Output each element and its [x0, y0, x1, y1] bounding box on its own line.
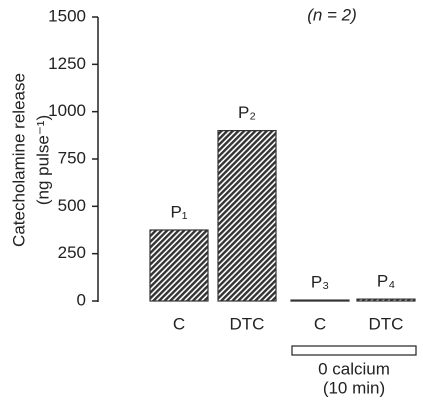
bar	[290, 299, 350, 302]
group-label: (10 min)	[323, 378, 385, 397]
y-tick-label: 250	[58, 243, 86, 262]
bar	[149, 229, 209, 302]
y-axis-label: Catecholamine release	[9, 73, 28, 247]
x-tick-label: C	[314, 314, 326, 333]
y-tick-label: 750	[58, 148, 86, 167]
y-tick-label: 500	[58, 196, 86, 215]
y-tick-label: 1000	[48, 101, 86, 120]
bar-label: P₃	[311, 273, 329, 292]
bar	[356, 298, 416, 302]
group-label: 0 calcium	[318, 359, 390, 378]
group-bracket	[291, 345, 417, 356]
y-axis-label: (ng pulse⁻¹)	[33, 115, 52, 205]
y-tick-label: 1250	[48, 54, 86, 73]
x-tick-label: DTC	[369, 314, 404, 333]
bar-label: P₂	[238, 103, 256, 122]
bar-label: P₁	[170, 202, 187, 221]
x-tick-label: C	[173, 314, 185, 333]
x-tick-label: DTC	[230, 314, 265, 333]
y-tick-label: 0	[77, 290, 86, 309]
y-tick-label: 1500	[48, 6, 86, 25]
annotation: (n = 2)	[307, 5, 357, 24]
bar	[217, 130, 277, 302]
bar-label: P₄	[377, 272, 395, 291]
